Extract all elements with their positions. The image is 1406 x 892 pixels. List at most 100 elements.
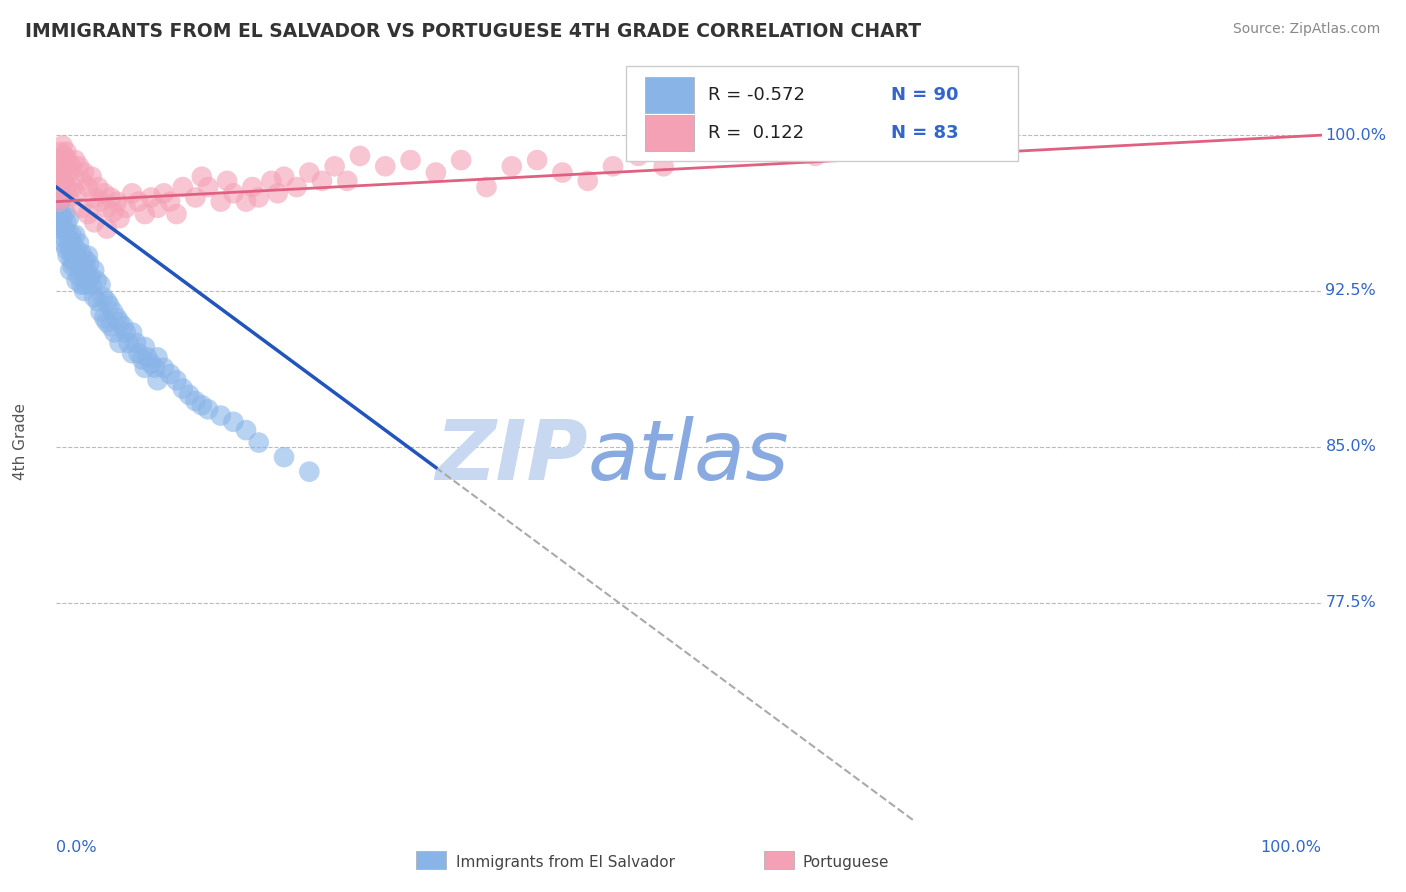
Point <box>103 326 125 340</box>
Point <box>153 186 174 201</box>
Point <box>53 205 76 219</box>
Point <box>108 211 131 226</box>
Point <box>242 180 264 194</box>
Point <box>53 159 76 173</box>
Point <box>46 190 69 204</box>
Point <box>96 221 118 235</box>
Point <box>79 269 101 284</box>
Text: R = -0.572: R = -0.572 <box>707 86 804 104</box>
Point <box>146 373 169 387</box>
Point <box>117 335 139 350</box>
Point <box>121 346 143 360</box>
Point <box>100 190 122 204</box>
Point <box>80 169 103 184</box>
Point <box>260 174 283 188</box>
Point <box>65 257 87 271</box>
Point <box>526 153 548 167</box>
Text: N = 83: N = 83 <box>891 124 959 142</box>
Point <box>141 190 162 204</box>
FancyBboxPatch shape <box>763 851 794 869</box>
Point <box>52 138 75 153</box>
Point <box>159 367 181 381</box>
Text: 100.0%: 100.0% <box>1326 128 1386 143</box>
Point <box>73 165 96 179</box>
Point <box>60 227 83 242</box>
Point <box>48 174 70 188</box>
Text: R =  0.122: R = 0.122 <box>707 124 804 142</box>
Point <box>868 132 890 146</box>
Point <box>209 409 232 423</box>
Point <box>51 180 73 194</box>
Point <box>576 174 599 188</box>
Point <box>58 165 80 179</box>
Point <box>184 394 207 409</box>
Point <box>222 186 245 201</box>
Point <box>48 221 70 235</box>
Point <box>121 186 143 201</box>
Point <box>72 257 94 271</box>
Point <box>76 207 98 221</box>
Point <box>804 149 827 163</box>
Point <box>134 360 156 375</box>
Point <box>83 215 105 229</box>
Point <box>73 284 96 298</box>
Point <box>55 215 77 229</box>
Point <box>98 298 121 312</box>
Point <box>91 290 114 304</box>
Point <box>46 201 69 215</box>
Point <box>52 211 75 226</box>
FancyBboxPatch shape <box>626 66 1018 161</box>
Point <box>65 274 87 288</box>
Text: Immigrants from El Salvador: Immigrants from El Salvador <box>456 855 675 870</box>
Point <box>49 215 72 229</box>
Point <box>60 252 83 267</box>
Point <box>100 319 122 334</box>
Text: 100.0%: 100.0% <box>1261 839 1322 855</box>
Point <box>146 201 169 215</box>
Point <box>678 145 700 159</box>
Point <box>73 268 96 282</box>
Point <box>62 259 84 273</box>
Point <box>48 211 70 226</box>
Point <box>298 465 321 479</box>
Text: 77.5%: 77.5% <box>1326 595 1376 610</box>
Point <box>58 211 80 226</box>
Point <box>75 277 97 292</box>
Point <box>76 263 98 277</box>
Point <box>83 190 105 204</box>
Point <box>52 221 75 235</box>
Point <box>209 194 232 209</box>
Point <box>83 290 105 304</box>
Point <box>141 357 162 371</box>
Point <box>48 194 70 209</box>
Point <box>77 257 100 271</box>
Point <box>266 186 290 201</box>
Point <box>501 159 523 173</box>
Text: 4th Grade: 4th Grade <box>14 403 28 480</box>
Point <box>67 269 90 284</box>
Point <box>114 326 138 340</box>
Point <box>166 207 188 221</box>
Point <box>602 159 624 173</box>
Point <box>60 159 83 173</box>
Point <box>53 232 76 246</box>
Point <box>336 174 359 188</box>
Point <box>52 190 75 204</box>
Point <box>70 201 93 215</box>
Point <box>136 351 159 365</box>
Point <box>87 180 110 194</box>
Text: IMMIGRANTS FROM EL SALVADOR VS PORTUGUESE 4TH GRADE CORRELATION CHART: IMMIGRANTS FROM EL SALVADOR VS PORTUGUES… <box>25 22 921 41</box>
Point <box>52 165 75 179</box>
Point <box>323 159 346 173</box>
Point <box>52 236 75 251</box>
Point <box>112 319 135 334</box>
Text: Portuguese: Portuguese <box>803 855 890 870</box>
Point <box>59 243 82 257</box>
Text: ZIP: ZIP <box>434 417 588 497</box>
Point <box>741 138 763 153</box>
Point <box>65 243 87 257</box>
Point <box>49 194 72 209</box>
Point <box>166 373 188 387</box>
Point <box>475 180 498 194</box>
Point <box>285 180 308 194</box>
